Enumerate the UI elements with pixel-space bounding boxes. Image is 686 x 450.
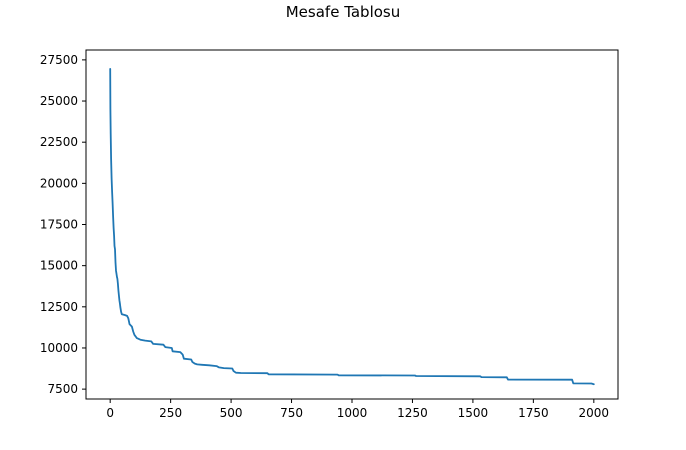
y-tick-label: 22500 — [40, 135, 78, 149]
axis-ticks: 0 250 500 750 1000 1250 1500 1750 2000 7500 10000 1… — [40, 53, 609, 420]
x-tick-label: 1250 — [397, 406, 428, 420]
x-tick-label: 250 — [159, 406, 182, 420]
chart-title: Mesafe Tablosu — [286, 3, 401, 21]
y-tick-label: 7500 — [47, 382, 78, 396]
series-line-0 — [109, 68, 595, 386]
y-tick-label: 10000 — [40, 341, 78, 355]
x-tick-label: 1000 — [337, 406, 368, 420]
y-tick-label: 12500 — [40, 300, 78, 314]
y-tick-label: 20000 — [40, 176, 78, 190]
x-tick-label: 1500 — [458, 406, 489, 420]
x-tick-label: 1750 — [518, 406, 549, 420]
y-tick-label: 25000 — [40, 94, 78, 108]
plot-series — [109, 68, 595, 386]
axes-frame — [85, 49, 619, 400]
x-tick-label: 750 — [280, 406, 303, 420]
x-tick-label: 500 — [220, 406, 243, 420]
y-tick-label: 17500 — [40, 218, 78, 232]
y-tick-label: 27500 — [40, 53, 78, 67]
y-tick-label: 15000 — [40, 259, 78, 273]
x-tick-label: 0 — [106, 406, 114, 420]
x-tick-label: 2000 — [579, 406, 610, 420]
